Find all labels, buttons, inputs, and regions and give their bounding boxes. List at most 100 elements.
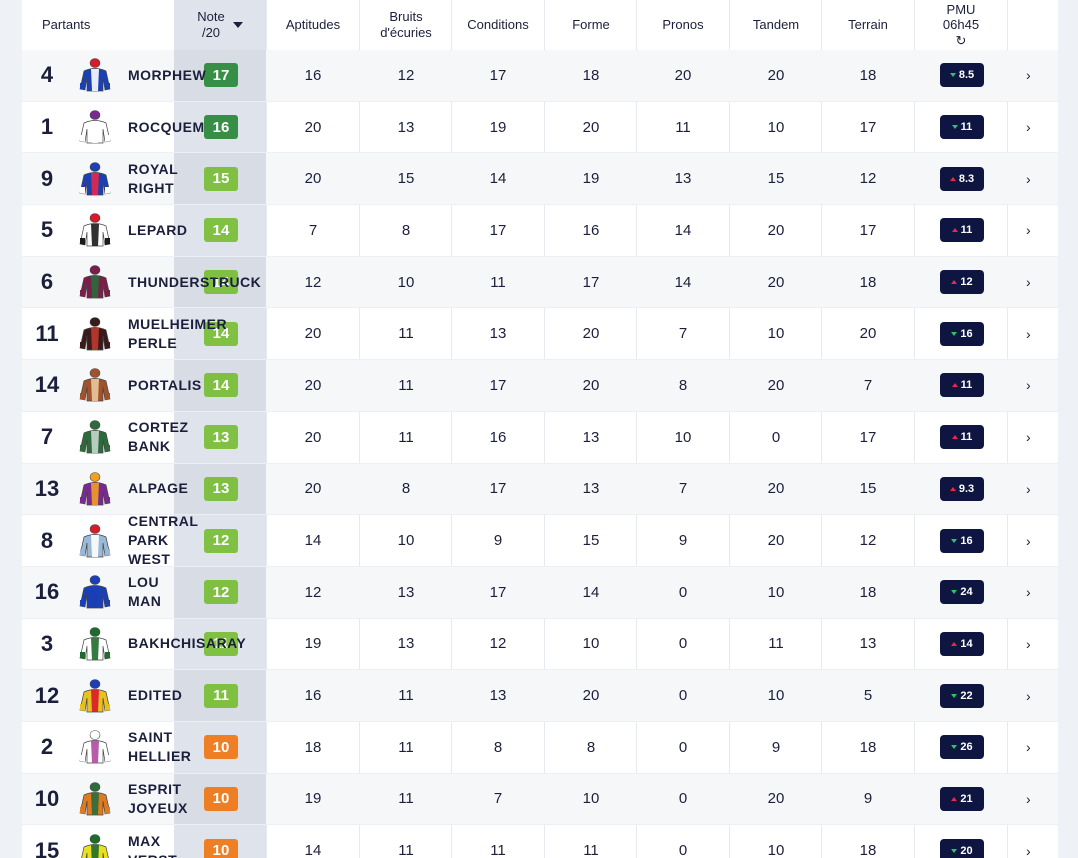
- chevron-right-icon[interactable]: ›: [1026, 480, 1031, 497]
- pmu-odds-badge[interactable]: 9.3: [940, 476, 984, 501]
- pronos-value: 13: [674, 170, 692, 188]
- note-badge: 14: [204, 321, 238, 346]
- pmu-odds-badge[interactable]: 21: [940, 786, 984, 811]
- table-row[interactable]: 16 1 ROCQUEM 20 13 19 20 11 10 17 11 ›: [22, 102, 1058, 154]
- chevron-right-icon[interactable]: ›: [1026, 377, 1031, 394]
- chevron-right-icon[interactable]: ›: [1026, 790, 1031, 807]
- table-row[interactable]: 14 5 LEPARD 7 8 17 16 14 20 17 11 ›: [22, 205, 1058, 257]
- chevron-right-icon[interactable]: ›: [1026, 687, 1031, 704]
- chevron-right-icon[interactable]: ›: [1026, 67, 1031, 84]
- horse-name[interactable]: CENTRAL PARK WEST: [128, 513, 199, 567]
- table-row[interactable]: 14 6 THUNDERSTRUCK 12 10 11 17 14 20 18 12 ›: [22, 256, 1058, 309]
- horse-name[interactable]: MUELHEIMER PERLE: [128, 315, 228, 351]
- horse-name[interactable]: LEPARD: [128, 221, 188, 238]
- header-forme[interactable]: Forme: [545, 0, 637, 50]
- header-bruits[interactable]: Bruits d'écuries: [360, 0, 452, 50]
- table-row[interactable]: 10 10 ESPRIT JOYEUX 19 11 7 10 0 20 9 21 ›: [22, 773, 1058, 826]
- trend-up-icon: [951, 435, 958, 440]
- chevron-right-icon[interactable]: ›: [1026, 842, 1031, 858]
- pmu-odds-badge[interactable]: 11: [940, 373, 984, 398]
- table-row[interactable]: 15 9 ROYAL RIGHT 20 15 14 19 13 15 12 8.3 ›: [22, 153, 1058, 206]
- horse-name[interactable]: SAINT HELLIER: [128, 729, 192, 765]
- pmu-odds-badge[interactable]: 14: [940, 631, 984, 656]
- conditions-value: 9: [493, 532, 503, 550]
- header-conditions[interactable]: Conditions: [452, 0, 544, 50]
- chevron-right-icon[interactable]: ›: [1026, 429, 1031, 446]
- header-aptitudes[interactable]: Aptitudes: [267, 0, 359, 50]
- pmu-odds-badge[interactable]: 8.5: [940, 63, 984, 88]
- header-pronos[interactable]: Pronos: [637, 0, 729, 50]
- horse-name[interactable]: ROCQUEM: [128, 118, 205, 135]
- pmu-odds-badge[interactable]: 11: [940, 115, 984, 140]
- runner-number: 1: [40, 114, 54, 140]
- horse-name[interactable]: MAX VERST: [128, 832, 177, 858]
- refresh-icon[interactable]: ↻: [955, 32, 967, 48]
- horse-name[interactable]: LOU MAN: [128, 574, 162, 610]
- chevron-right-icon[interactable]: ›: [1026, 274, 1031, 291]
- tandem-value: 20: [767, 790, 785, 808]
- table-row[interactable]: 13 13 ALPAGE 20 8 17 13 7 20 15 9.3 ›: [22, 463, 1058, 516]
- runner-number: 13: [34, 475, 60, 501]
- odds-value: 12: [960, 276, 973, 289]
- terrain-value: 17: [859, 221, 877, 239]
- table-row[interactable]: 12 16 LOU MAN 12 13 17 14 0 10 18 24 ›: [22, 566, 1058, 619]
- pmu-odds-badge[interactable]: 16: [940, 321, 984, 346]
- horse-name[interactable]: ALPAGE: [128, 480, 189, 497]
- terrain-value: 18: [859, 583, 877, 601]
- chevron-right-icon[interactable]: ›: [1026, 635, 1031, 652]
- horse-name[interactable]: MORPHEW: [128, 66, 207, 83]
- pmu-odds-badge[interactable]: 26: [940, 735, 984, 760]
- header-pmu-time: 06h45: [942, 17, 980, 33]
- header-note-sort[interactable]: Note/20: [174, 0, 266, 50]
- pmu-odds-badge[interactable]: 20: [940, 838, 984, 858]
- column-divider: [266, 0, 267, 858]
- bruits-value: 8: [401, 221, 411, 239]
- pmu-odds-badge[interactable]: 24: [940, 580, 984, 605]
- table-row[interactable]: 12 8 CENTRAL PARK WEST 14 10 9 15 9 20 12 16 ›: [22, 513, 1058, 567]
- horse-name[interactable]: CORTEZ BANK: [128, 419, 189, 455]
- horse-name[interactable]: EDITED: [128, 687, 183, 704]
- pmu-odds-badge[interactable]: 16: [940, 528, 984, 553]
- aptitudes-value: 20: [304, 480, 322, 498]
- note-cell: 17: [174, 50, 266, 101]
- chevron-right-icon[interactable]: ›: [1026, 325, 1031, 342]
- conditions-value: 7: [493, 790, 503, 808]
- table-row[interactable]: 11 3 BAKHCHISARAY 19 13 12 10 0 11 13 14 ›: [22, 619, 1058, 671]
- odds-value: 22: [960, 689, 973, 702]
- horse-name[interactable]: ROYAL RIGHT: [128, 160, 179, 196]
- chevron-right-icon[interactable]: ›: [1026, 119, 1031, 136]
- horse-name[interactable]: ESPRIT JOYEUX: [128, 781, 188, 816]
- pmu-odds-badge[interactable]: 12: [940, 270, 984, 295]
- header-terrain[interactable]: Terrain: [822, 0, 914, 50]
- table-row[interactable]: 14 14 PORTALIS 20 11 17 20 8 20 7 11 ›: [22, 360, 1058, 412]
- aptitudes-value: 19: [304, 790, 322, 808]
- chevron-right-icon[interactable]: ›: [1026, 532, 1031, 549]
- chevron-right-icon[interactable]: ›: [1026, 739, 1031, 756]
- table-row[interactable]: 11 12 EDITED 16 11 13 20 0 10 5 22 ›: [22, 670, 1058, 722]
- chevron-right-icon[interactable]: ›: [1026, 170, 1031, 187]
- header-pmu[interactable]: PMU 06h45 ↻: [915, 0, 1007, 54]
- horse-name[interactable]: PORTALIS: [128, 377, 202, 394]
- chevron-right-icon[interactable]: ›: [1026, 584, 1031, 601]
- pmu-odds-badge[interactable]: 8.3: [940, 166, 984, 191]
- table-row[interactable]: 17 4 MORPHEW 16 12 17 18 20 20 18 8.5 ›: [22, 50, 1058, 102]
- forme-value: 10: [582, 790, 600, 808]
- pronos-value: 10: [674, 428, 692, 446]
- horse-name[interactable]: BAKHCHISARAY: [128, 635, 247, 652]
- note-cell: 10: [174, 773, 266, 825]
- conditions-value: 14: [489, 170, 507, 188]
- header-tandem[interactable]: Tandem: [730, 0, 822, 50]
- pronos-value: 14: [674, 221, 692, 239]
- pmu-odds-badge[interactable]: 22: [940, 683, 984, 708]
- pmu-odds-badge[interactable]: 11: [940, 425, 984, 450]
- pronos-value: 0: [678, 790, 688, 808]
- header-partants[interactable]: Partants: [22, 0, 134, 50]
- table-row[interactable]: 10 2 SAINT HELLIER 18 11 8 8 0 9 18 26 ›: [22, 722, 1058, 774]
- table-row[interactable]: 10 15 MAX VERST 14 11 11 11 0 10 18 20 ›: [22, 825, 1058, 858]
- table-row[interactable]: 13 7 CORTEZ BANK 20 11 16 13 10 0 17 11 ›: [22, 412, 1058, 464]
- horse-name[interactable]: THUNDERSTRUCK: [128, 273, 262, 290]
- note-badge: 10: [204, 786, 238, 811]
- table-row[interactable]: 14 11 MUELHEIMER PERLE 20 11 13 20 7 10 20 16 ›: [22, 308, 1058, 361]
- chevron-right-icon[interactable]: ›: [1026, 222, 1031, 239]
- pmu-odds-badge[interactable]: 11: [940, 218, 984, 243]
